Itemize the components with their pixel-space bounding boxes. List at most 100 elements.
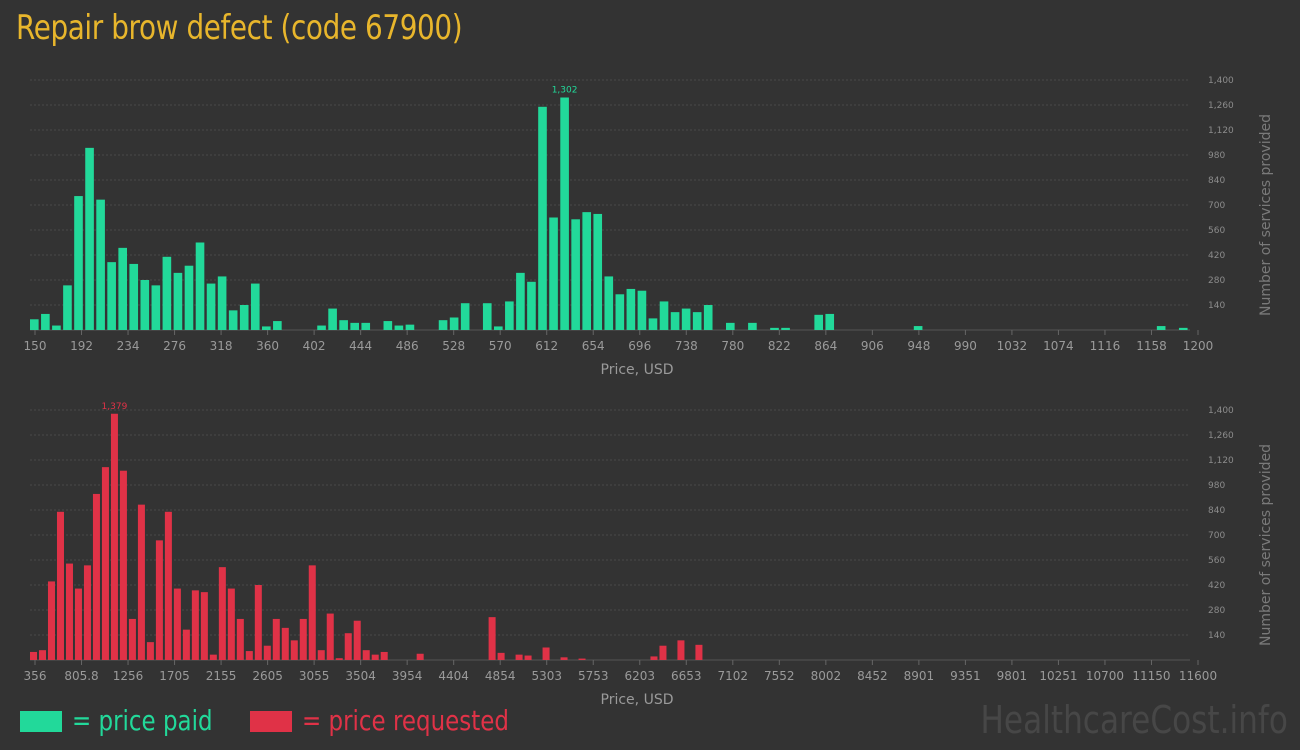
bar [361, 322, 371, 330]
y-tick-label: 1,400 [1208, 76, 1234, 86]
y-axis-title: Number of services provided [1258, 114, 1274, 316]
legend-paid-label: = price paid [72, 704, 213, 737]
bar [30, 651, 38, 660]
bar [335, 658, 343, 660]
x-tick-label: 7102 [718, 669, 749, 683]
bar [262, 326, 271, 330]
bar [47, 581, 55, 660]
bar [494, 326, 503, 330]
y-tick-label: 1,120 [1208, 456, 1234, 466]
bar [85, 147, 94, 330]
x-tick-label: 864 [814, 339, 837, 353]
x-tick-label: 780 [721, 339, 744, 353]
bar [1156, 326, 1166, 330]
y-tick-label: 420 [1208, 581, 1225, 591]
x-tick-label: 4404 [438, 669, 469, 683]
x-tick-label: 570 [489, 339, 512, 353]
bar [350, 322, 359, 330]
legend-paid-swatch [20, 711, 62, 732]
x-tick-label: 192 [70, 339, 93, 353]
bar [527, 281, 536, 330]
bar [30, 319, 39, 330]
bar [460, 303, 470, 330]
bar [173, 272, 183, 330]
bar [146, 642, 154, 660]
x-tick-label: 1705 [159, 669, 190, 683]
legend-requested-label: = price requested [302, 704, 509, 737]
bar [328, 308, 337, 330]
bar [637, 290, 647, 330]
x-tick-label: 9351 [950, 669, 981, 683]
bar [748, 322, 757, 330]
bar [209, 654, 217, 660]
bar [107, 262, 116, 330]
peak-data-label: 1,379 [102, 402, 128, 412]
bar [670, 312, 680, 330]
bar [239, 305, 249, 330]
bar [299, 618, 307, 660]
bar [571, 219, 580, 330]
bar [626, 288, 636, 330]
bar [281, 627, 289, 660]
bar [129, 263, 139, 330]
bar [488, 617, 496, 660]
x-tick-label: 318 [210, 339, 233, 353]
bar [140, 280, 150, 330]
x-tick-label: 1116 [1090, 339, 1121, 353]
bar [74, 588, 82, 660]
bar [593, 213, 603, 330]
bar [151, 285, 161, 330]
bar [825, 313, 835, 330]
bar [770, 327, 779, 330]
price-requested-chart: 140 280 420 560 700 840 980 1,120 1,260 1,400 1,37… [24, 402, 1274, 708]
y-tick-label: 280 [1208, 606, 1225, 616]
x-tick-label: 3504 [345, 669, 376, 683]
bar [516, 272, 525, 330]
x-axis-title: Price, USD [601, 362, 674, 378]
bar [65, 563, 73, 660]
bar [578, 658, 586, 660]
x-tick-label: 444 [349, 339, 372, 353]
bar [604, 276, 614, 330]
bar [317, 650, 325, 660]
legend-requested-swatch [250, 711, 292, 732]
bar [56, 511, 64, 660]
bar [273, 321, 282, 330]
x-tick-label: 738 [675, 339, 698, 353]
bar [182, 629, 190, 660]
bar [119, 470, 127, 660]
bar [263, 645, 271, 660]
x-tick-label: 5303 [531, 669, 562, 683]
y-tick-label: 420 [1208, 251, 1225, 261]
x-tick-label: 948 [907, 339, 930, 353]
bar [703, 305, 713, 330]
bar [582, 212, 591, 330]
x-tick-label: 7552 [764, 669, 795, 683]
x-tick-label: 3055 [299, 669, 330, 683]
bar [482, 303, 492, 330]
bar [380, 651, 388, 660]
bar [1178, 327, 1188, 330]
bar [677, 640, 685, 660]
bar [405, 324, 415, 330]
bar [524, 655, 532, 660]
bar [92, 493, 100, 660]
bar [449, 317, 459, 330]
x-tick-label: 612 [535, 339, 558, 353]
y-tick-label: 1,400 [1208, 406, 1234, 416]
bar [184, 265, 194, 330]
bar [814, 314, 823, 330]
bar [118, 247, 127, 330]
bar [272, 618, 280, 660]
x-tick-label: 150 [24, 339, 47, 353]
x-tick-label: 6203 [624, 669, 655, 683]
bar [162, 256, 172, 330]
x-tick-label: 234 [117, 339, 140, 353]
x-tick-label: 402 [303, 339, 326, 353]
bar [227, 588, 235, 660]
bar [542, 647, 550, 660]
bar [155, 540, 163, 660]
x-tick-label: 360 [256, 339, 279, 353]
bar [416, 653, 424, 660]
bar [74, 196, 83, 330]
